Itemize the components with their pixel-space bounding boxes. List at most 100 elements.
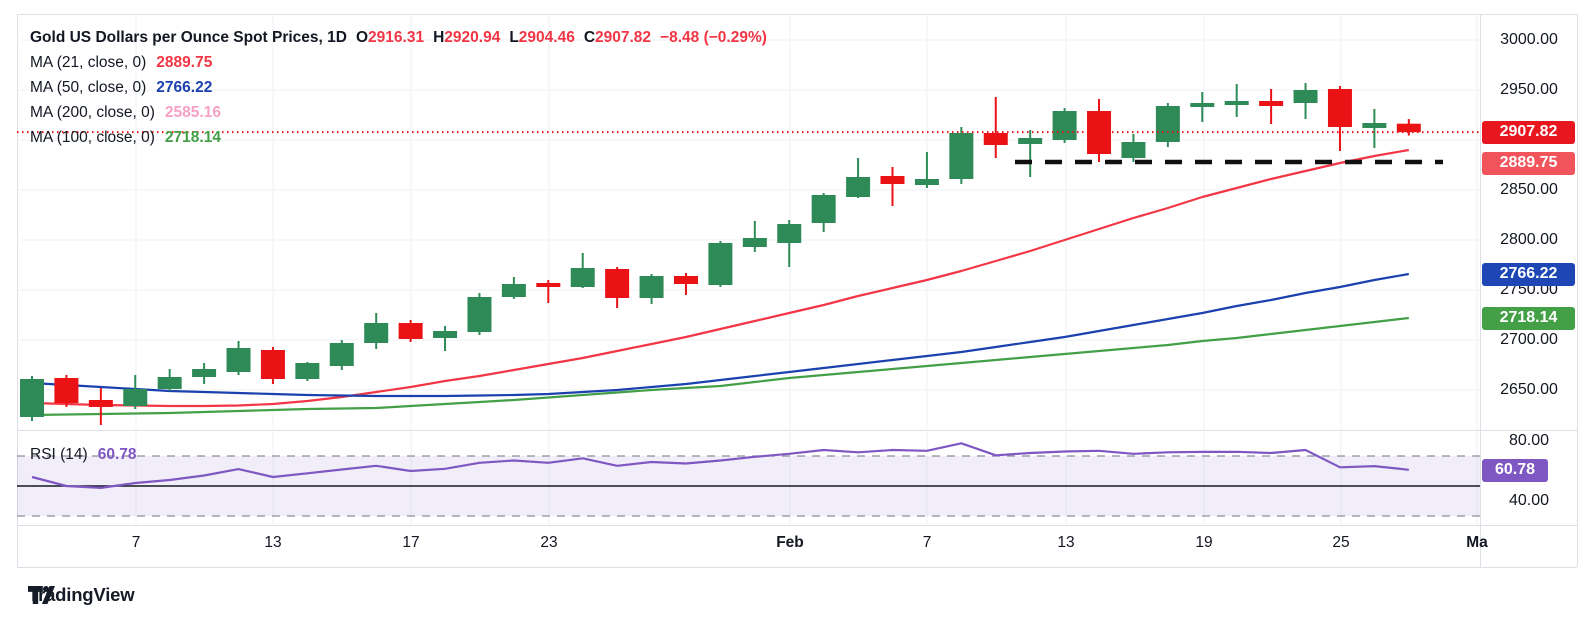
ohlc-low: L 2904.46: [509, 29, 575, 46]
time-axis-label: Ma: [1466, 534, 1488, 551]
chart-legend: Gold US Dollars per Ounce Spot Prices, 1…: [30, 25, 767, 150]
candle-body: [777, 224, 802, 243]
candle-body: [1396, 123, 1421, 133]
ma21-value: 2889.75: [156, 54, 213, 71]
price-tag: 2718.14: [1482, 306, 1575, 330]
indicator-row-rsi[interactable]: RSI (14) 60.78: [30, 446, 137, 464]
time-axis-separator: [17, 525, 1577, 526]
candle-body: [536, 283, 561, 287]
symbol-title-row[interactable]: Gold US Dollars per Ounce Spot Prices, 1…: [30, 25, 767, 50]
price-change: −8.48 (−0.29%): [660, 29, 767, 46]
candle-body: [1018, 138, 1043, 144]
tradingview-logo-text: TradingView: [28, 584, 135, 605]
price-axis-label: 2700.00: [1500, 331, 1558, 348]
ohlc-high: H 2920.94: [433, 29, 501, 46]
indicator-row-ma21[interactable]: MA (21, close, 0) 2889.75: [30, 50, 767, 75]
candle-body: [1259, 101, 1284, 106]
ma-line-ma100: [31, 316, 1409, 417]
candle-body: [880, 176, 905, 184]
price-tag: 2889.75: [1482, 151, 1575, 175]
candle-body: [1362, 123, 1387, 128]
candle-body: [398, 323, 423, 339]
candle-body: [708, 243, 733, 285]
price-tag: 2907.82: [1482, 120, 1575, 144]
time-axis-label: 25: [1332, 534, 1350, 551]
candle-body: [673, 276, 698, 284]
candle-body: [329, 343, 354, 366]
time-axis-label: 13: [264, 534, 282, 551]
rsi-tag: 60.78: [1482, 458, 1548, 482]
candle-body: [467, 297, 492, 332]
candle-body: [433, 331, 458, 338]
candle-body: [20, 379, 44, 417]
ma-line-ma21: [31, 148, 1409, 408]
ma200-label: MA (200, close, 0): [30, 104, 155, 121]
candle-body: [949, 133, 974, 179]
candle-body: [88, 400, 113, 407]
price-axis-label: 2650.00: [1500, 381, 1558, 398]
price-axis-label: 2800.00: [1500, 231, 1558, 248]
price-axis-label: 2850.00: [1500, 181, 1558, 198]
candle-body: [364, 323, 389, 343]
rsi-axis-label: 40.00: [1508, 492, 1550, 509]
ma100-value: 2718.14: [164, 129, 221, 146]
frame-bottom: [17, 567, 1577, 568]
candle-body: [123, 389, 148, 406]
indicator-row-ma200[interactable]: MA (200, close, 0) 2585.16: [30, 100, 767, 125]
candle-body: [1052, 111, 1077, 140]
rsi-line: [31, 442, 1409, 490]
candle-body: [295, 363, 320, 379]
ma50-label: MA (50, close, 0): [30, 79, 147, 96]
candle-body: [1293, 90, 1318, 103]
time-axis-label: 7: [922, 534, 932, 551]
candle-body: [226, 348, 251, 372]
ma200-value: 2585.16: [164, 104, 221, 121]
candles: [20, 83, 1421, 425]
candle-body: [605, 269, 630, 298]
candle-body: [1224, 101, 1249, 105]
pane-separator: [17, 430, 1577, 431]
candle-body: [639, 276, 664, 298]
candle-body: [811, 195, 836, 223]
rsi-axis-label: 80.00: [1508, 432, 1550, 449]
ma21-label: MA (21, close, 0): [30, 54, 147, 71]
candle-body: [54, 378, 79, 403]
frame-top: [17, 14, 1577, 15]
candle-body: [192, 369, 217, 377]
time-axis-label: 17: [402, 534, 420, 551]
price-axis-label: 3000.00: [1500, 31, 1558, 48]
ma-line-ma50: [31, 272, 1409, 398]
ohlc-open: O 2916.31: [355, 29, 425, 46]
indicator-row-ma50[interactable]: MA (50, close, 0) 2766.22: [30, 75, 767, 100]
time-axis-label: 19: [1195, 534, 1213, 551]
rsi-value: 60.78: [97, 446, 137, 463]
indicator-row-ma100[interactable]: MA (100, close, 0) 2718.14: [30, 125, 767, 150]
ma50-value: 2766.22: [156, 79, 213, 96]
symbol-title: Gold US Dollars per Ounce Spot Prices, 1…: [30, 29, 347, 46]
tradingview-logo-icon: [28, 586, 55, 604]
candle-body: [914, 179, 939, 185]
candle-body: [501, 284, 526, 297]
price-axis-separator: [1480, 14, 1481, 567]
rsi-pane[interactable]: [17, 430, 1480, 525]
price-pane[interactable]: [17, 14, 1480, 430]
ohlc-close: C 2907.82: [583, 29, 652, 46]
time-axis-label: 7: [131, 534, 141, 551]
candle-body: [570, 268, 595, 287]
candle-body: [1327, 89, 1352, 127]
tradingview-logo[interactable]: TradingView: [28, 584, 135, 606]
time-axis-label: 23: [540, 534, 558, 551]
price-tag: 2766.22: [1482, 262, 1575, 286]
candle-body: [742, 238, 767, 247]
time-axis-label: Feb: [776, 534, 804, 551]
price-axis-label: 2950.00: [1500, 81, 1558, 98]
candle-body: [1190, 103, 1215, 107]
candle-body: [1121, 142, 1146, 158]
time-axis-label: 13: [1057, 534, 1075, 551]
ma100-label: MA (100, close, 0): [30, 129, 155, 146]
candle-body: [157, 377, 182, 389]
candle-body: [260, 350, 285, 379]
frame-right: [1577, 14, 1578, 567]
candle-body: [1155, 106, 1180, 142]
